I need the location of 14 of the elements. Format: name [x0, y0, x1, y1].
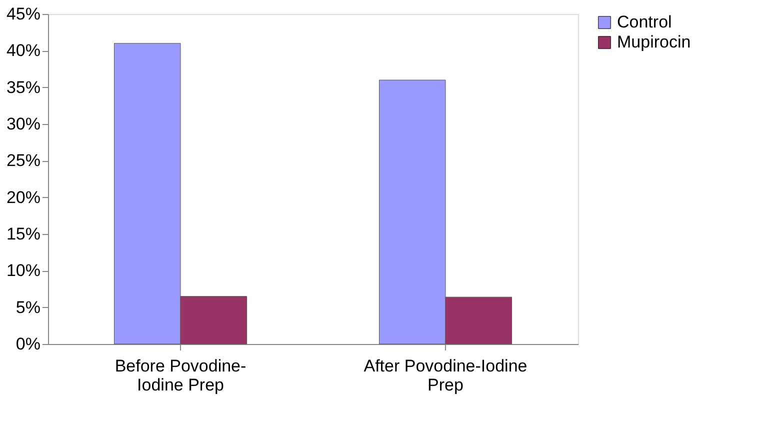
y-tick-label: 20% [6, 188, 40, 207]
legend-label: Mupirocin [617, 32, 691, 52]
x-tick-label: After Povodine-Iodine Prep [364, 356, 528, 394]
y-tick-label: 15% [6, 224, 40, 244]
y-tick-label: 5% [16, 298, 40, 317]
x-tick-label: Before Povodine-Iodine Prep [114, 356, 246, 394]
y-tick-label: 40% [6, 41, 40, 60]
y-tick-label: 35% [6, 78, 40, 97]
y-tick-label: 0% [16, 334, 40, 354]
legend-label: Control [617, 12, 672, 32]
y-tick-label: 30% [6, 114, 40, 134]
y-tick-label: 25% [6, 151, 40, 170]
y-tick-label: 45% [6, 4, 40, 24]
y-tick-label: 10% [6, 261, 40, 280]
